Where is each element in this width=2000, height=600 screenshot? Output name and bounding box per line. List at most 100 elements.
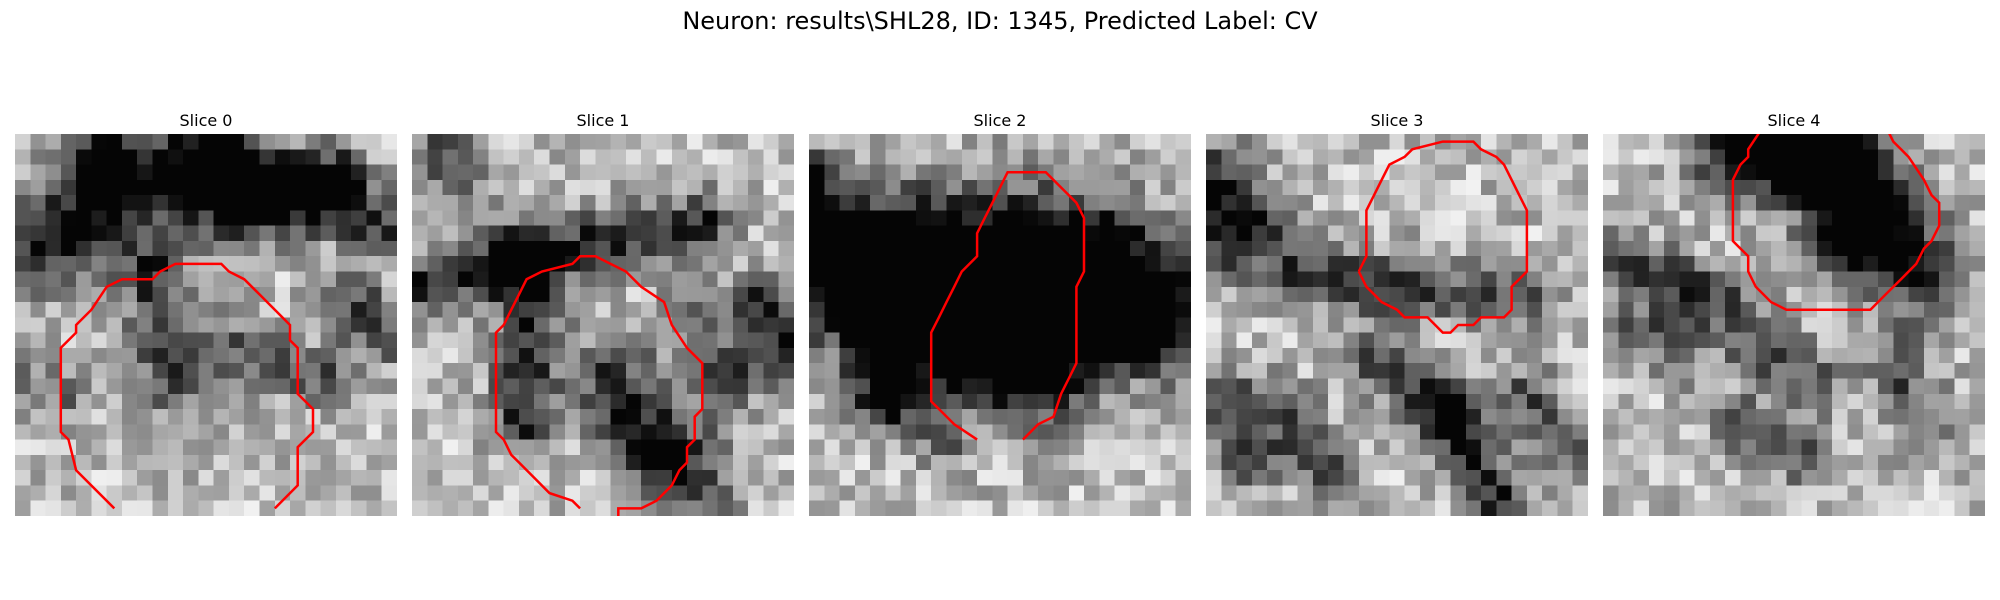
pixel-cell (473, 271, 489, 288)
pixel-cell (228, 286, 245, 303)
pixel-cell (1053, 454, 1070, 471)
pixel-cell (839, 225, 856, 242)
pixel-cell (259, 225, 276, 242)
pixel-cell (1374, 256, 1390, 273)
pixel-cell (1282, 500, 1299, 516)
pixel-cell (641, 393, 657, 410)
pixel-cell (671, 393, 688, 410)
pixel-cell (320, 439, 337, 456)
pixel-cell (106, 454, 123, 471)
pixel-cell (1725, 393, 1742, 410)
pixel-cell (1816, 378, 1833, 395)
pixel-cell (412, 485, 428, 502)
pixel-cell (167, 179, 184, 196)
pixel-cell (1542, 347, 1558, 364)
pixel-cell (1603, 424, 1619, 441)
pixel-cell (1007, 424, 1024, 441)
pixel-cell (320, 149, 337, 166)
pixel-cell (1404, 454, 1421, 471)
pixel-cell (1481, 164, 1497, 181)
pixel-cell (1297, 317, 1314, 334)
pixel-cell (992, 347, 1009, 364)
pixel-cell (1878, 149, 1894, 166)
pixel-cell (274, 332, 291, 349)
pixel-cell (1878, 134, 1894, 150)
pixel-cell (732, 393, 749, 410)
pixel-cell (1526, 470, 1543, 486)
pixel-cell (763, 195, 780, 211)
pixel-cell (549, 393, 566, 410)
pixel-cell (854, 454, 871, 471)
pixel-cell (488, 454, 505, 471)
pixel-cell (76, 179, 92, 196)
pixel-cell (213, 347, 230, 364)
pixel-cell (290, 302, 306, 318)
pixel-cell (595, 317, 612, 334)
pixel-cell (610, 134, 627, 150)
pixel-cell (137, 393, 154, 410)
pixel-cell (1450, 256, 1467, 273)
pixel-cell (1022, 134, 1039, 150)
pixel-cell (992, 195, 1009, 211)
pixel-cell (1755, 424, 1772, 441)
pixel-cell (1664, 134, 1680, 150)
pixel-cell (1435, 210, 1451, 227)
pixel-cell (244, 363, 260, 379)
pixel-cell (809, 347, 825, 364)
pixel-cell (76, 317, 92, 334)
pixel-cell (1939, 164, 1955, 181)
pixel-cell (1175, 134, 1191, 150)
pixel-cell (778, 210, 794, 227)
pixel-cell (335, 485, 352, 502)
pixel-cell (366, 302, 383, 318)
pixel-cell (732, 317, 749, 334)
pixel-cell (1282, 317, 1299, 334)
pixel-cell (1847, 409, 1864, 425)
pixel-cell (366, 149, 383, 166)
pixel-cell (1160, 454, 1177, 471)
pixel-cell (1862, 164, 1879, 181)
pixel-cell (228, 393, 245, 410)
pixel-cell (1236, 424, 1253, 441)
pixel-cell (1694, 470, 1711, 486)
pixel-cell (1007, 225, 1024, 242)
pixel-cell (1038, 363, 1054, 379)
pixel-cell (1206, 454, 1222, 471)
pixel-cell (992, 500, 1009, 516)
pixel-cell (1419, 424, 1436, 441)
pixel-cell (778, 454, 794, 471)
pixel-cell (717, 317, 734, 334)
pixel-cell (1603, 179, 1619, 196)
pixel-cell (1801, 179, 1818, 196)
pixel-cell (30, 454, 47, 471)
pixel-cell (687, 485, 703, 502)
pixel-cell (702, 363, 719, 379)
pixel-cell (1465, 332, 1482, 349)
pixel-cell (564, 393, 581, 410)
pixel-cell (1129, 332, 1146, 349)
pixel-cell (870, 317, 886, 334)
pixel-cell (1297, 424, 1314, 441)
pixel-cell (778, 149, 794, 166)
pixel-cell (1740, 332, 1757, 349)
pixel-cell (259, 363, 276, 379)
pixel-cell (198, 134, 215, 150)
pixel-cell (137, 363, 154, 379)
pixel-cell (259, 210, 276, 227)
pixel-cell (366, 225, 383, 242)
pixel-cell (1542, 256, 1558, 273)
pixel-cell (1954, 149, 1971, 166)
pixel-cell (274, 378, 291, 395)
pixel-cell (121, 363, 138, 379)
pixel-cell (1542, 164, 1558, 181)
pixel-cell (1648, 179, 1665, 196)
pixel-cell (1496, 195, 1513, 211)
pixel-cell (1511, 225, 1528, 242)
pixel-cell (15, 317, 31, 334)
pixel-cell (717, 454, 734, 471)
pixel-cell (442, 256, 459, 273)
pixel-cell (625, 424, 642, 441)
pixel-cell (1038, 485, 1054, 502)
pixel-cell (1450, 164, 1467, 181)
pixel-cell (1312, 240, 1329, 257)
